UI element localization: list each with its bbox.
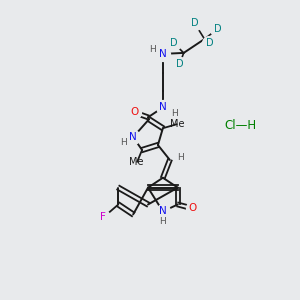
Text: Cl—H: Cl—H xyxy=(224,119,256,132)
Text: D: D xyxy=(170,38,178,48)
Text: D: D xyxy=(214,24,221,34)
Text: D: D xyxy=(206,38,213,48)
Text: Me: Me xyxy=(129,157,143,167)
Text: D: D xyxy=(191,18,198,28)
Text: Me: Me xyxy=(170,119,185,129)
Text: D: D xyxy=(176,59,184,69)
Text: O: O xyxy=(130,107,138,117)
Text: N: N xyxy=(129,132,137,142)
Text: H: H xyxy=(120,138,127,147)
Text: H: H xyxy=(150,45,156,54)
Text: H: H xyxy=(171,109,178,118)
Text: N: N xyxy=(159,102,167,112)
Text: H: H xyxy=(177,153,184,162)
Text: N: N xyxy=(159,49,167,59)
Text: N: N xyxy=(159,206,167,216)
Text: H: H xyxy=(160,217,166,226)
Text: F: F xyxy=(100,212,106,222)
Text: O: O xyxy=(188,203,197,214)
